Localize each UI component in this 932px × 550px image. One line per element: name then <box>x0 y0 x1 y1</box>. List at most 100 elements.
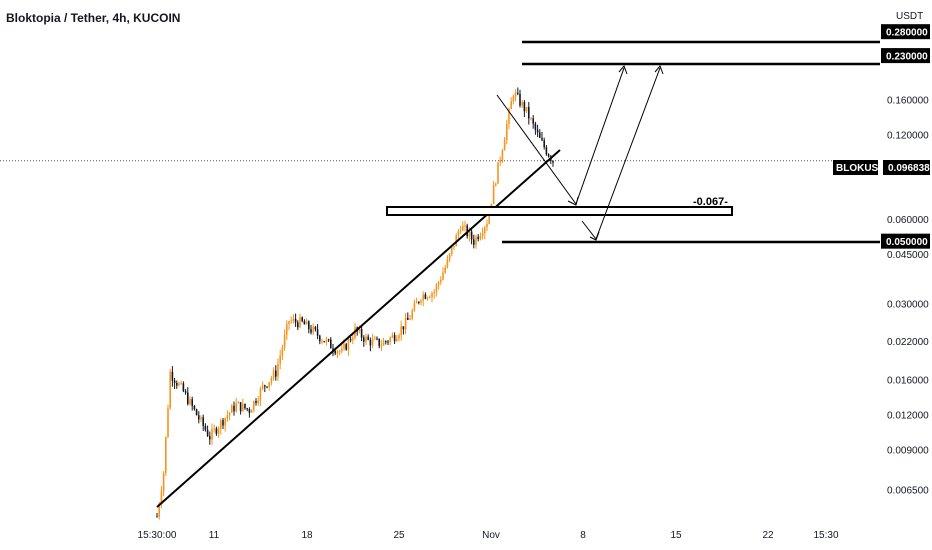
candle-body <box>305 321 308 325</box>
candle-body <box>202 417 204 426</box>
candle-body <box>506 123 508 140</box>
candle-body <box>160 491 163 505</box>
chart-title: Bloktopia / Tether, 4h, KUCOIN <box>6 11 181 25</box>
x-tick-label: 11 <box>209 530 220 541</box>
candle-body <box>198 415 200 420</box>
candle-body <box>189 399 191 405</box>
y-tick-label: 0.030000 <box>887 299 929 310</box>
x-tick-label: 15 <box>670 530 682 541</box>
price-tag-bg <box>881 24 930 40</box>
candle-body <box>400 326 402 336</box>
candle-body <box>499 159 501 163</box>
candle-body <box>275 370 277 377</box>
candle-body <box>226 415 229 419</box>
candle-body <box>347 339 350 350</box>
candle-body <box>345 344 347 350</box>
candle-body <box>286 324 288 335</box>
candle-body <box>534 123 537 130</box>
candle-body <box>481 233 484 236</box>
candle-body <box>442 272 444 280</box>
candle-body <box>338 351 341 353</box>
candle-body <box>508 109 510 124</box>
candle-body <box>479 235 482 240</box>
y-tick-label: 0.012000 <box>887 411 929 422</box>
candle-body <box>294 318 297 323</box>
price-tag-bg <box>881 48 930 64</box>
candle-body <box>495 183 497 185</box>
candle-body <box>228 412 231 416</box>
candle-body <box>501 150 504 160</box>
candle-body <box>248 409 251 413</box>
candle-body <box>184 391 187 393</box>
candle-body <box>330 339 332 349</box>
y-tick-label: 0.016000 <box>887 376 929 387</box>
y-tick-label: 0.006500 <box>887 485 929 496</box>
candle-body <box>387 341 389 343</box>
candle-body <box>451 247 453 254</box>
candle-body <box>448 253 451 260</box>
candle-body <box>503 139 506 151</box>
candle-body <box>200 417 202 420</box>
candle-body <box>297 322 299 328</box>
current-price-tag: BLOKUSDT 0.096838 <box>833 160 930 175</box>
time-axis[interactable]: 15:30:00 11 18 25 Nov 8 15 22 15:30 <box>138 530 839 541</box>
candle-body <box>178 383 180 386</box>
candle-body <box>512 96 515 102</box>
candle-body <box>547 154 550 157</box>
price-tag-label: 0.050000 <box>886 237 928 248</box>
candle-body <box>431 293 433 298</box>
candle-body <box>453 246 455 248</box>
support-zone-label: -0.067- <box>693 196 728 208</box>
candle-body <box>440 279 442 283</box>
candle-body <box>468 231 471 237</box>
candle-body <box>367 336 369 340</box>
candle-body <box>261 385 264 389</box>
candle-body <box>266 386 268 388</box>
candle-body <box>374 338 376 340</box>
candle-body <box>519 93 521 106</box>
x-tick-label: 15:30:00 <box>138 530 177 541</box>
candle-body <box>365 336 367 342</box>
candle-body <box>222 420 224 426</box>
candle-body <box>426 297 429 299</box>
arrowhead-3 <box>589 231 600 241</box>
candle-body <box>239 402 242 412</box>
candle-body <box>552 161 554 163</box>
candle-body <box>224 418 226 426</box>
candle-body <box>396 338 398 342</box>
candle-body <box>246 408 248 410</box>
candle-body <box>235 403 237 412</box>
candle-body <box>545 147 548 155</box>
candle-body <box>288 321 290 325</box>
candle-body <box>171 371 174 381</box>
descending-trendline <box>496 94 577 205</box>
candle-body <box>532 118 534 124</box>
y-tick-label: 0.060000 <box>887 215 929 226</box>
candle-body <box>435 284 438 293</box>
candle-body <box>424 294 427 299</box>
x-tick-label: 22 <box>762 530 774 541</box>
candle-body <box>193 405 196 410</box>
candle-body <box>299 317 301 328</box>
candle-body <box>382 341 385 346</box>
candle-body <box>376 338 378 340</box>
price-axis[interactable]: 0.4000000.1600000.1200000.0600000.045000… <box>887 0 929 497</box>
candle-body <box>343 344 345 349</box>
candle-body <box>446 259 449 268</box>
candle-body <box>314 326 317 330</box>
candle-body <box>528 106 530 119</box>
candle-body <box>332 348 334 351</box>
candle-body <box>220 420 222 429</box>
x-tick-label: 8 <box>580 530 586 541</box>
candle-body <box>233 405 235 412</box>
candle-body <box>277 363 279 377</box>
candle-body <box>156 516 158 518</box>
x-tick-label: 25 <box>393 530 405 541</box>
candle-body <box>422 294 424 301</box>
candle-body <box>310 329 312 333</box>
price-tag-label: 0.230000 <box>886 52 928 63</box>
candle-body <box>525 106 528 112</box>
candle-body <box>470 231 473 240</box>
candle-body <box>459 230 462 232</box>
